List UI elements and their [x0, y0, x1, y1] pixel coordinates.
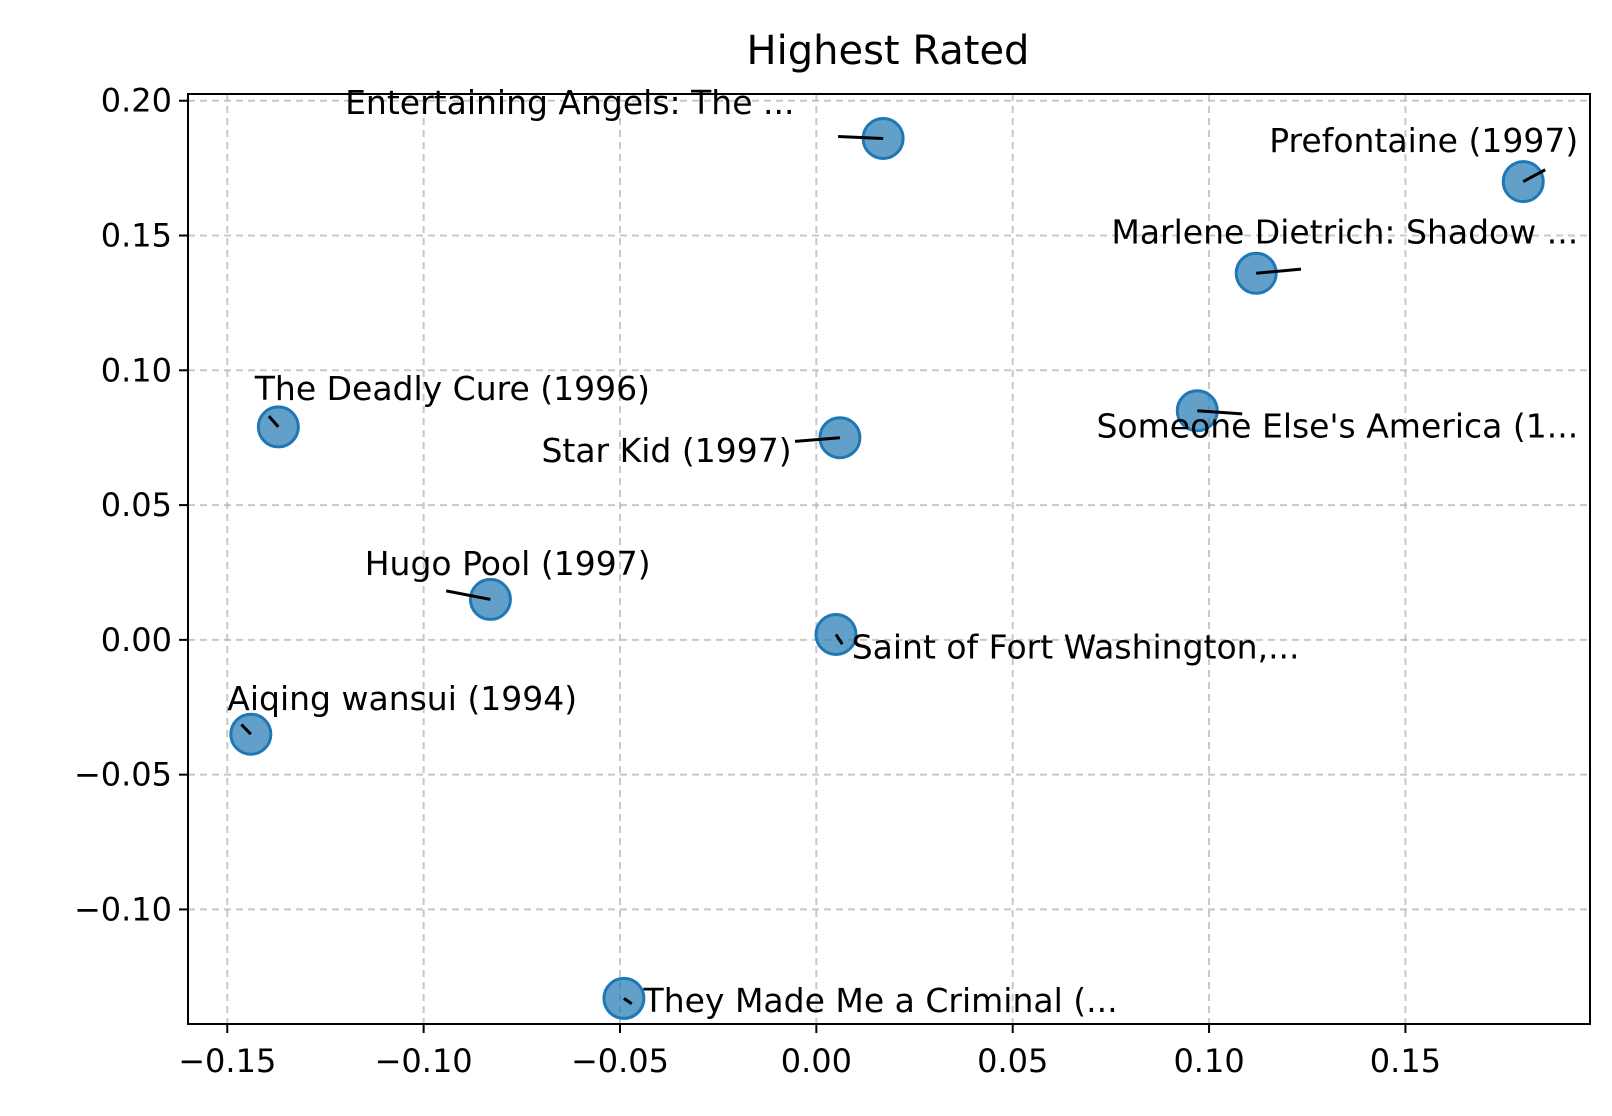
point-label: Entertaining Angels: The ...: [345, 83, 794, 122]
y-tick-label: 0.15: [101, 217, 172, 255]
x-tick-label: 0.05: [977, 1042, 1048, 1080]
chart-title: Highest Rated: [747, 28, 1030, 74]
x-tick-label: 0.10: [1173, 1042, 1244, 1080]
point-leader-line: [834, 633, 844, 645]
y-tick-label: 0.05: [101, 486, 172, 524]
point-label: Saint of Fort Washington,...: [852, 628, 1300, 667]
point-leader-line: [445, 589, 491, 601]
x-tick-label: 0.15: [1370, 1042, 1441, 1080]
x-tick-label: −0.15: [178, 1042, 276, 1080]
y-tick-label: 0.00: [101, 621, 172, 659]
y-tick-label: −0.05: [74, 756, 172, 794]
x-tick-label: 0.00: [781, 1042, 852, 1080]
point-leader-line: [623, 997, 633, 1006]
point-label: Prefontaine (1997): [1269, 121, 1578, 160]
grid-lines: [188, 94, 1590, 1024]
point-label: Marlene Dietrich: Shadow ...: [1111, 213, 1578, 252]
x-tick-label: −0.05: [571, 1042, 669, 1080]
point-label: Someone Else's America (1...: [1096, 407, 1578, 446]
data-points: Entertaining Angels: The ... Prefontaine …: [227, 83, 1578, 1020]
axis-ticks: −0.15 −0.10 −0.05 0.00 0.05 0.10 0.15 −0.10 −0.0…: [74, 82, 1441, 1080]
point-leader-line: [267, 415, 280, 428]
plot-frame: [187, 93, 1591, 1025]
point-label: Hugo Pool (1997): [365, 544, 651, 583]
x-tick-label: −0.10: [375, 1042, 473, 1080]
y-tick-label: 0.10: [101, 351, 172, 389]
point-leader-line: [1256, 267, 1302, 275]
point-leader-line: [794, 436, 841, 443]
point-leader-line: [240, 723, 252, 736]
point-leader-line: [1522, 168, 1546, 183]
point-label: Star Kid (1997): [541, 431, 791, 470]
point-label: They Made Me a Criminal (...: [643, 981, 1118, 1020]
y-tick-label: 0.20: [101, 82, 172, 120]
point-label: The Deadly Cure (1996): [254, 369, 650, 408]
point-label: Aiqing wansui (1994): [227, 679, 577, 718]
y-tick-label: −0.10: [74, 890, 172, 928]
point-leader-line: [838, 134, 884, 140]
point-leader-line: [1197, 409, 1243, 416]
